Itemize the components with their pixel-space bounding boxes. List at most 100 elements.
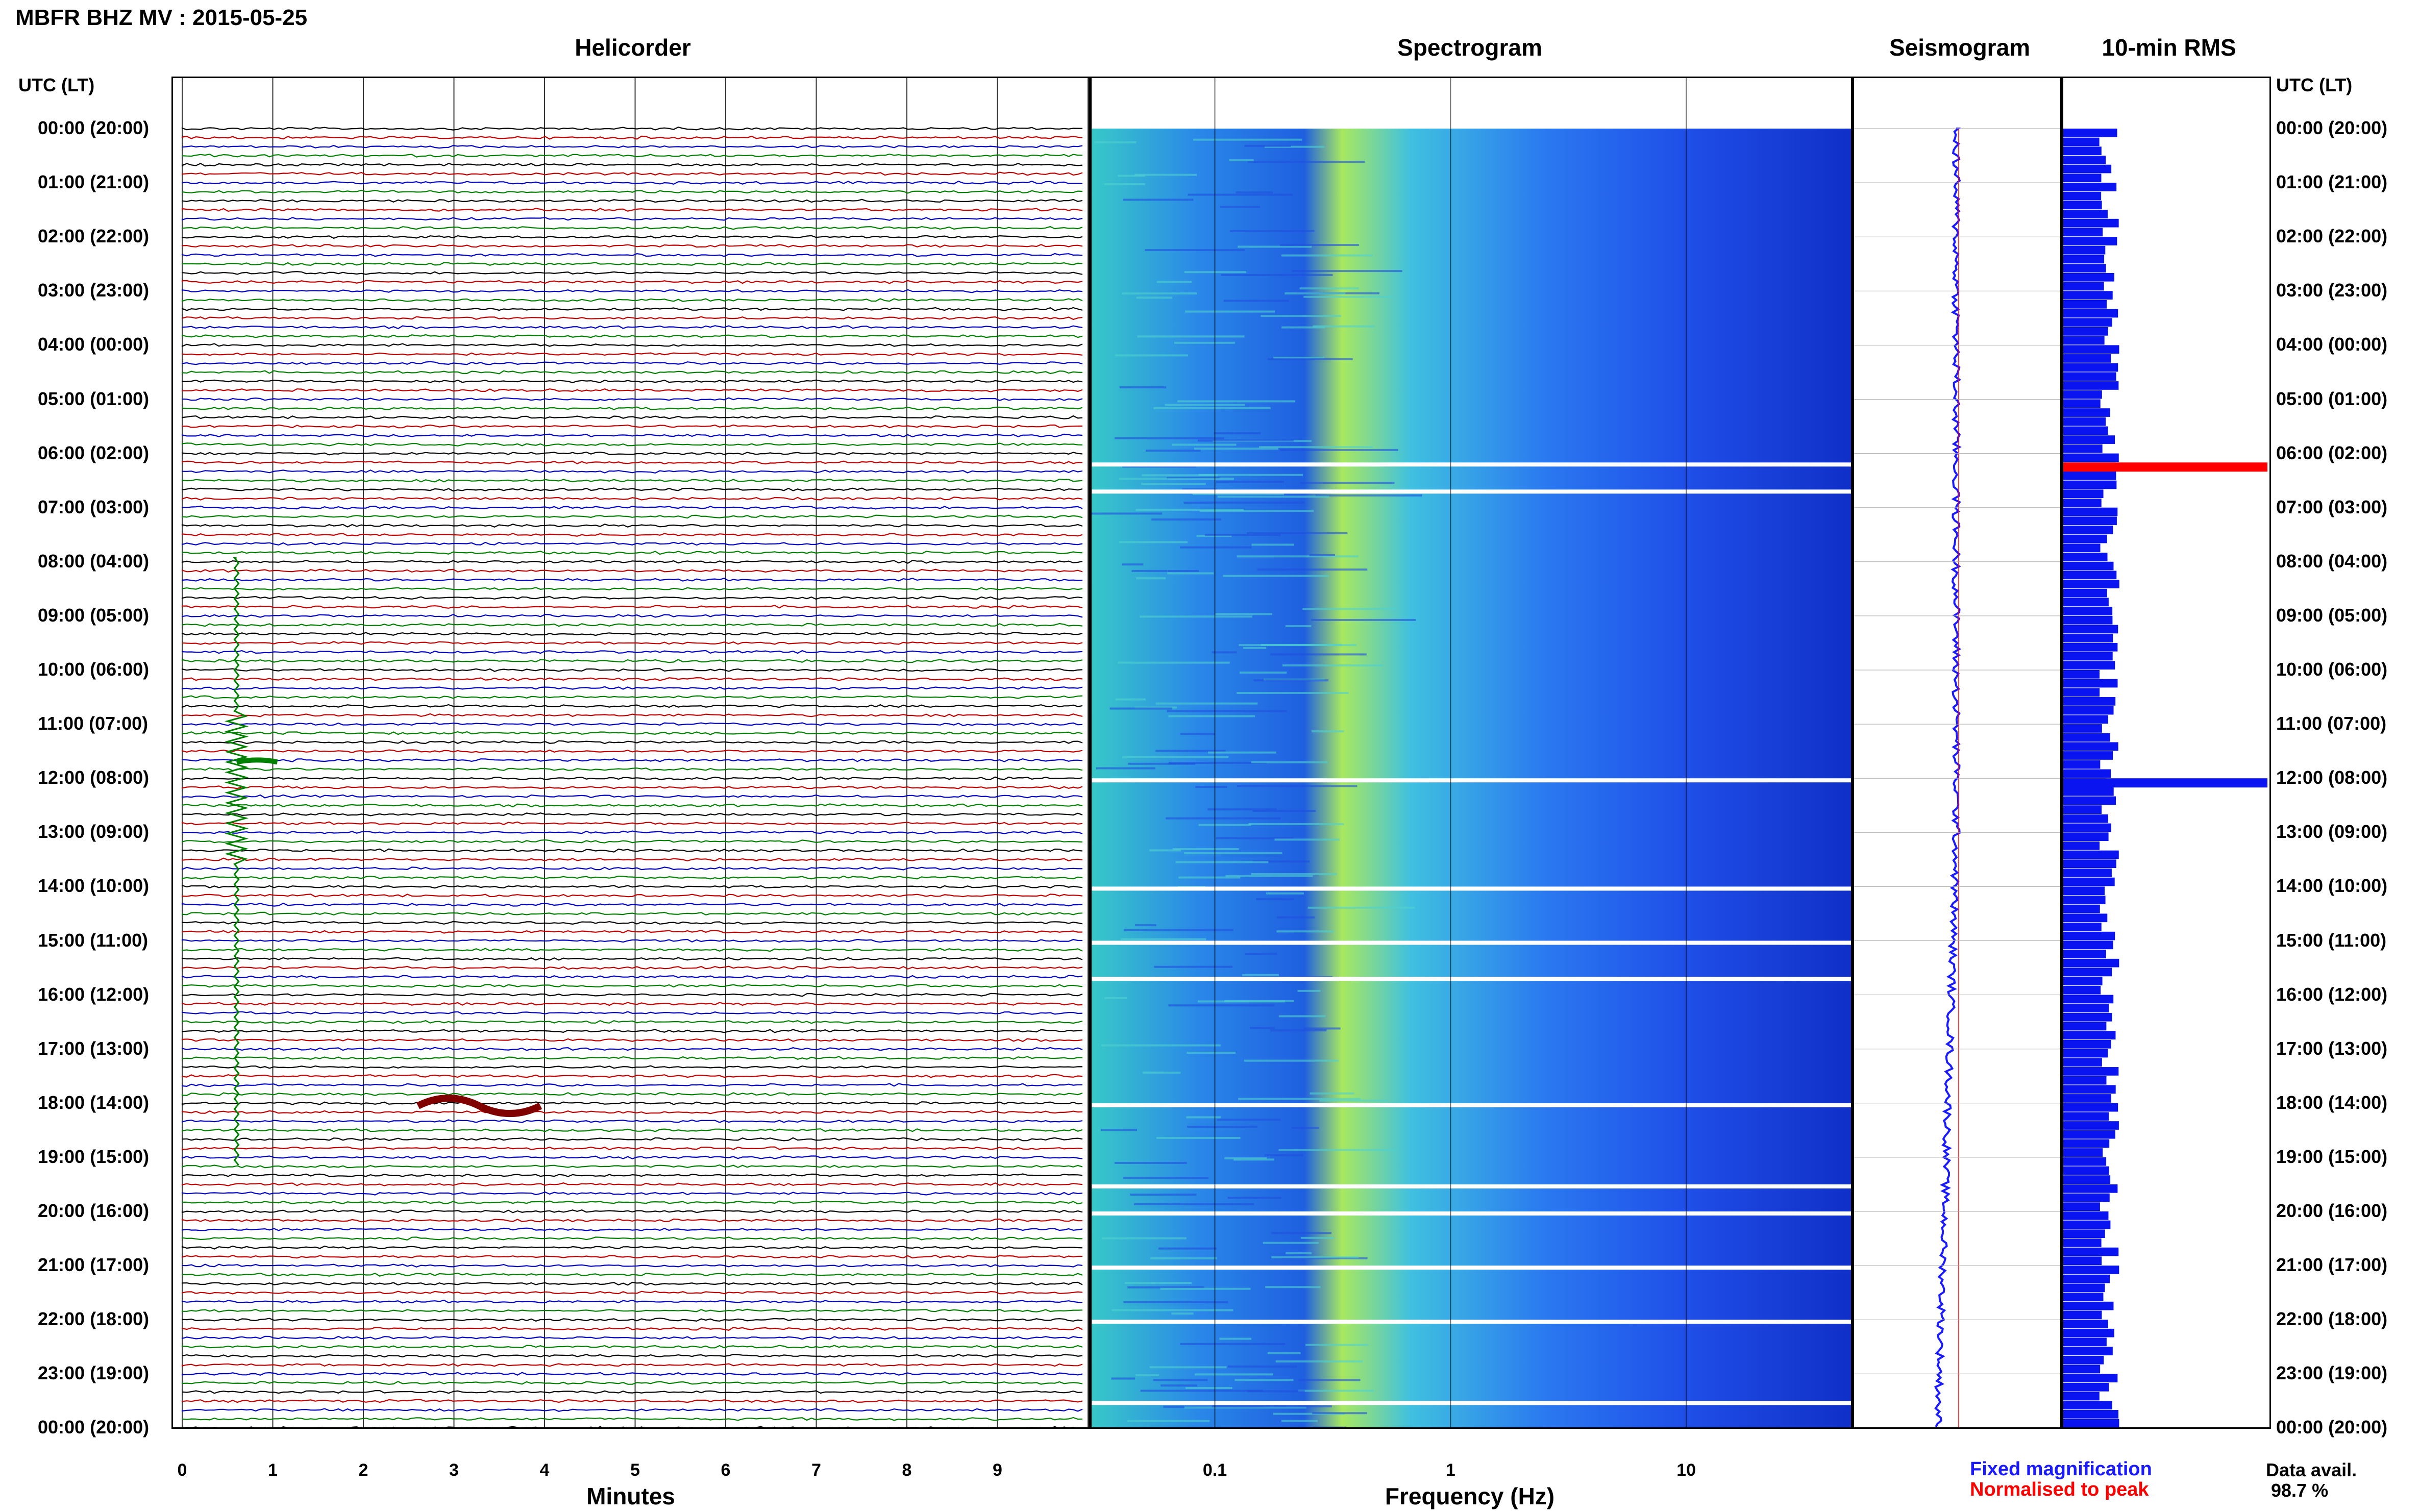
- seismogram-trace: [1934, 128, 1962, 1427]
- rms-bar: [2063, 1094, 2111, 1103]
- helicorder-trace: [181, 749, 1083, 753]
- time-label-left: 00:00 (20:00): [38, 1417, 150, 1438]
- time-label-right: 03:00 (23:00): [2276, 280, 2388, 301]
- legend-fixed-magnification: Fixed magnification: [1970, 1458, 2152, 1480]
- time-label-right: 11:00 (07:00): [2276, 713, 2387, 734]
- time-label-left: 10:00 (06:00): [38, 659, 150, 680]
- spectrogram-noise: [1248, 823, 1344, 825]
- spectrogram-noise: [1160, 1287, 1251, 1290]
- helicorder-trace: [181, 1173, 1083, 1177]
- spectrogram-noise: [1153, 407, 1271, 409]
- spectrogram-noise: [1136, 296, 1173, 299]
- rms-bar: [2063, 598, 2109, 607]
- rms-bar: [2063, 1382, 2109, 1392]
- spectrogram-noise: [1194, 448, 1278, 450]
- rms-bar: [2063, 1419, 2119, 1427]
- helicorder-trace: [181, 623, 1083, 627]
- rms-bar: [2063, 1121, 2119, 1130]
- rms-bar: [2063, 1166, 2109, 1175]
- spectrogram-noise: [1177, 400, 1295, 403]
- rms-bar: [2063, 453, 2119, 462]
- helicorder-trace: [181, 1335, 1083, 1340]
- minutes-tick-label: 9: [993, 1460, 1002, 1480]
- spectrogram-noise: [1247, 1390, 1305, 1393]
- rms-bar: [2063, 390, 2102, 399]
- spectrogram-noise: [1310, 1092, 1354, 1095]
- spectrogram-noise: [1149, 849, 1181, 852]
- helicorder-trace: [181, 379, 1083, 383]
- rms-bar: [2063, 417, 2106, 426]
- rms-bar: [2063, 291, 2113, 300]
- frequency-axis-label: Frequency (Hz): [1385, 1483, 1555, 1509]
- rms-bar: [2063, 1012, 2112, 1022]
- rms-bar: [2063, 1085, 2116, 1094]
- rms-bar: [2063, 1365, 2101, 1374]
- rms-bar: [2063, 164, 2112, 173]
- rms-bar: [2063, 1401, 2112, 1410]
- helicorder-event: [416, 1095, 542, 1118]
- helicorder-trace: [181, 560, 1083, 564]
- rms-bar: [2063, 607, 2113, 615]
- spectrogram-noise: [1235, 1379, 1294, 1381]
- rms-bar: [2063, 318, 2112, 327]
- spectrogram-noise: [1128, 762, 1196, 765]
- helicorder-trace: [181, 1236, 1082, 1241]
- rms-bar: [2063, 1220, 2111, 1229]
- helicorder-trace: [181, 605, 1083, 609]
- spectrogram-noise: [1146, 450, 1201, 452]
- spectrogram-noise: [1247, 161, 1365, 163]
- spectrogram-noise: [1230, 230, 1315, 232]
- helicorder-trace: [181, 361, 1083, 365]
- spectrogram-noise: [1219, 1337, 1252, 1340]
- spectrogram-noise: [1238, 245, 1312, 248]
- spectrogram-noise: [1124, 1281, 1192, 1284]
- helicorder-trace: [181, 189, 1083, 194]
- helicorder-trace: [181, 1074, 1083, 1078]
- minutes-tick-label: 4: [539, 1460, 550, 1480]
- time-label-right: 08:00 (04:00): [2276, 550, 2388, 572]
- spectrogram-noise: [1109, 707, 1172, 710]
- rms-bar: [2063, 1130, 2115, 1139]
- spectrogram-noise: [1223, 300, 1289, 302]
- spectrogram-noise: [1150, 1257, 1217, 1259]
- spectrogram-noise: [1193, 138, 1302, 141]
- helicorder-trace: [181, 713, 1083, 717]
- helicorder-trace: [181, 144, 1083, 149]
- helicorder-trace: [181, 568, 1083, 573]
- rms-bar: [2063, 1392, 2100, 1401]
- rms-bar: [2063, 958, 2119, 968]
- time-label-left: 01:00 (21:00): [38, 171, 150, 193]
- rms-title: 10-min RMS: [2102, 34, 2236, 61]
- minutes-tick-label: 7: [811, 1460, 821, 1480]
- helicorder-trace: [182, 1417, 1083, 1421]
- helicorder-trace: [181, 180, 1083, 185]
- spectrogram-noise: [1167, 569, 1199, 572]
- helicorder-trace: [181, 921, 1083, 925]
- rms-bar: [2063, 642, 2118, 652]
- rms-bar: [2063, 995, 2114, 1004]
- rms-bar: [2063, 255, 2105, 264]
- helicorder-trace: [181, 280, 1083, 284]
- rms-bar: [2063, 679, 2118, 688]
- spectrogram-noise: [1263, 1242, 1319, 1244]
- minutes-tick-label: 0: [177, 1460, 187, 1480]
- rms-bar: [2063, 832, 2109, 841]
- rms-bar: [2063, 137, 2100, 146]
- rms-bar: [2063, 489, 2104, 499]
- spectrogram-noise: [1276, 930, 1335, 933]
- helicorder-frame: [171, 77, 1090, 1429]
- helicorder-trace: [181, 1218, 1082, 1223]
- data-availability-value: 98.7 %: [2271, 1480, 2329, 1501]
- spectrogram-noise: [1155, 750, 1226, 752]
- rms-bar: [2063, 499, 2102, 507]
- helicorder-trace: [181, 1101, 1083, 1105]
- rms-bar: [2063, 354, 2111, 363]
- time-label-right: 19:00 (15:00): [2276, 1146, 2388, 1167]
- helicorder-trace: [181, 217, 1083, 221]
- spectrogram-noise: [1257, 568, 1368, 571]
- helicorder-trace: [181, 1065, 1083, 1069]
- spectrogram-frame: [1090, 77, 1853, 1429]
- spectrogram-noise: [1136, 577, 1166, 580]
- helicorder-trace: [181, 1164, 1083, 1169]
- spectrogram-noise: [1265, 1154, 1303, 1156]
